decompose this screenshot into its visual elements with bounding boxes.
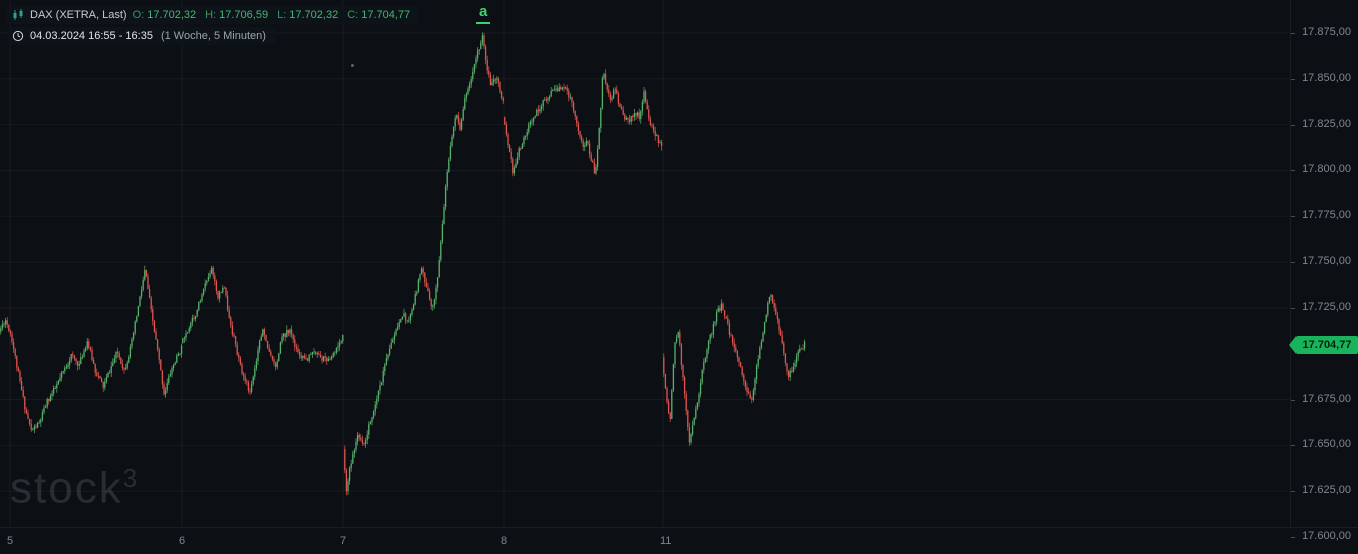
watermark-logo: stock3 <box>10 454 139 513</box>
ohlc-high-value: 17.706,59 <box>219 9 269 21</box>
price-axis-label: 17.750,00 <box>1302 255 1351 268</box>
last-price-tag: 17.704,77 <box>1289 336 1358 354</box>
time-axis-label: 7 <box>340 535 347 547</box>
price-axis-label: 17.825,00 <box>1302 117 1351 130</box>
time-axis-label: 6 <box>179 535 186 547</box>
ohlc-values: O: 17.702,32 H: 17.706,59 L: 17.702,32 C: 17… <box>133 8 411 22</box>
price-axis-tick <box>1291 170 1295 171</box>
ohlc-close-value: 17.704,77 <box>361 9 411 21</box>
ohlc-high: H: 17.706,59 <box>205 8 268 22</box>
ohlc-close: C: 17.704,77 <box>347 8 410 22</box>
price-axis-tick <box>1291 400 1295 401</box>
price-axis-tick <box>1291 79 1295 80</box>
interval-label: (1 Woche, 5 Minuten) <box>160 30 266 42</box>
ohlc-open-value: 17.702,32 <box>147 9 197 21</box>
ohlc-high-key: H: <box>205 9 217 21</box>
ohlc-low: L: 17.702,32 <box>277 8 338 22</box>
ohlc-low-key: L: <box>277 9 287 21</box>
chart-canvas[interactable] <box>0 0 1290 527</box>
price-axis-label: 17.775,00 <box>1302 209 1351 222</box>
price-axis-label: 17.650,00 <box>1302 438 1351 451</box>
price-axis-tick <box>1291 33 1295 34</box>
watermark-text: stock <box>10 463 123 513</box>
price-axis-label: 17.600,00 <box>1302 530 1351 542</box>
instrument-row[interactable]: DAX (XETRA, Last) O: 17.702,32 H: 17.706,5… <box>7 6 420 24</box>
price-axis-tick <box>1291 125 1295 126</box>
price-axis-label: 17.875,00 <box>1302 26 1351 38</box>
price-axis-tick <box>1291 537 1295 538</box>
price-axis-label: 17.850,00 <box>1302 71 1351 84</box>
ohlc-open-key: O: <box>132 9 145 21</box>
price-axis-label: 17.675,00 <box>1302 392 1351 405</box>
price-axis-label: 17.800,00 <box>1302 163 1351 176</box>
chart-header: DAX (XETRA, Last) O: 17.702,32 H: 17.706,5… <box>7 6 420 45</box>
watermark-sup: 3 <box>122 463 140 493</box>
price-axis-tick <box>1291 262 1295 263</box>
price-axis-tick <box>1291 445 1295 446</box>
price-axis-tick <box>1291 308 1295 309</box>
price-axis-label: 17.725,00 <box>1302 300 1351 313</box>
timeframe-row[interactable]: 04.03.2024 16:55 - 16:35 (1 Woche, 5 Min… <box>7 27 275 45</box>
instrument-title: DAX (XETRA, Last) <box>30 9 127 21</box>
price-axis-label: 17.625,00 <box>1302 484 1351 497</box>
ohlc-low-value: 17.702,32 <box>289 9 339 21</box>
time-axis[interactable]: 5 6 7 8 11 <box>0 527 1358 554</box>
candlestick-icon <box>13 9 23 20</box>
wave-label-a[interactable]: a <box>476 3 491 24</box>
price-axis-tick <box>1291 491 1295 492</box>
cursor-dot <box>351 64 354 67</box>
time-axis-label: 11 <box>660 535 672 547</box>
price-axis[interactable]: 17.875,00 17.850,00 17.825,00 17.800,00 17.7… <box>1290 0 1358 542</box>
price-axis-tick <box>1291 216 1295 217</box>
date-range-label: 04.03.2024 16:55 - 16:35 <box>30 30 153 42</box>
ohlc-close-key: C: <box>347 9 359 21</box>
time-axis-label: 8 <box>501 535 508 547</box>
ohlc-open: O: 17.702,32 <box>133 8 197 22</box>
clock-icon <box>12 30 24 42</box>
time-axis-label: 5 <box>7 535 14 547</box>
